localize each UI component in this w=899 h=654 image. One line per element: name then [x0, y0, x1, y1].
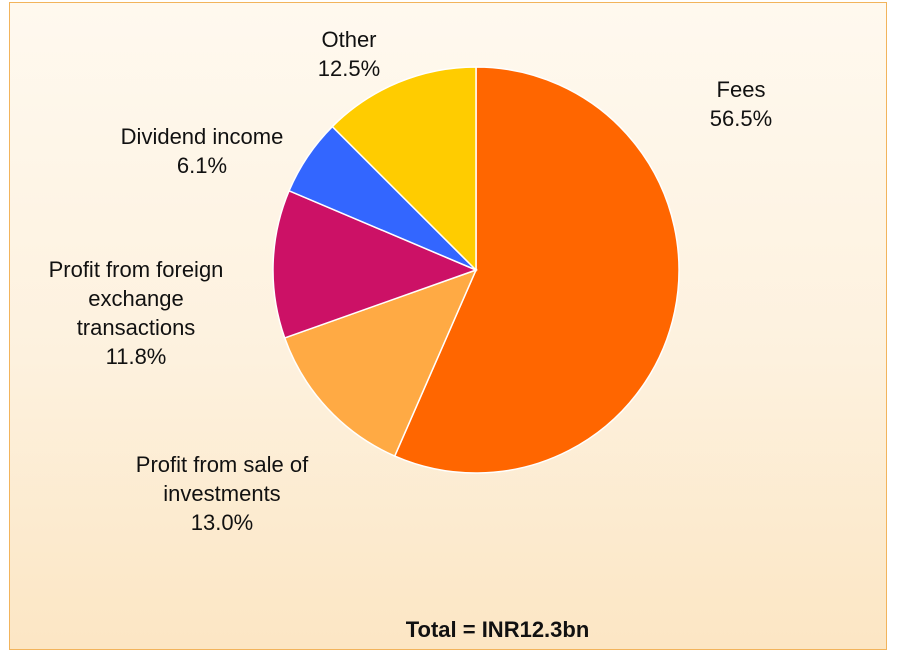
slice-label: Other 12.5%: [269, 25, 429, 83]
slice-label: Dividend income 6.1%: [82, 122, 322, 180]
category-label: Profit from sale of investments: [135, 452, 309, 506]
value-label: 56.5%: [709, 106, 773, 131]
slice-label: Profit from foreign exchange transaction…: [41, 255, 231, 371]
pie-slice: [272, 189, 479, 339]
category-label: Profit from foreign exchange transaction…: [48, 257, 224, 340]
value-label: 13.0%: [190, 510, 254, 535]
value-label: 12.5%: [317, 56, 381, 81]
total-annotation: Total = INR12.3bn: [405, 617, 590, 642]
slice-label: Profit from sale of investments 13.0%: [97, 450, 347, 537]
pie-slice: [283, 268, 478, 458]
category-label: Other: [321, 27, 377, 52]
slice-label: Fees 56.5%: [641, 75, 841, 133]
value-label: 6.1%: [176, 153, 228, 178]
pie-slice: [331, 66, 477, 272]
category-label: Dividend income: [120, 124, 284, 149]
pie-slice: [393, 66, 680, 474]
category-label: Fees: [716, 77, 766, 102]
value-label: 11.8%: [105, 344, 167, 369]
